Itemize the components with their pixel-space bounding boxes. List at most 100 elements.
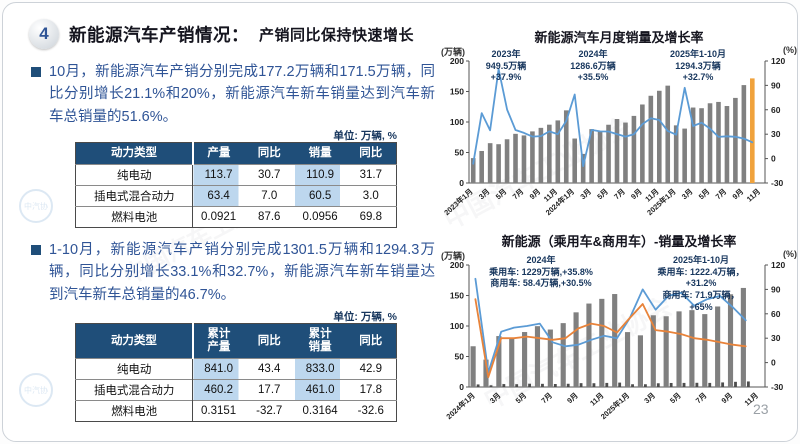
column-header: 销量 xyxy=(294,142,346,165)
svg-text:200: 200 xyxy=(450,260,464,270)
column-header: 累计 产量 xyxy=(192,323,244,359)
value-cell: 0.3151 xyxy=(192,400,244,422)
svg-text:9月: 9月 xyxy=(565,391,580,405)
chart1-title: 新能源汽车月度销量及增长率 xyxy=(534,30,704,45)
monthly-sales-growth-chart: 新能源汽车月度销量及增长率 (万辆) (%) 0 50 100 150 200 -30 0 3… xyxy=(439,27,797,229)
monthly-power-type-table: 动力类型 产量 同比 销量 同比 纯电动 113.7 30.7 110.9 31.7 插电式混合动力… xyxy=(75,142,397,229)
bullet-october-text: 10月，新能源汽车产销分别完成177.2万辆和171.5万辆，同比分别增长21.… xyxy=(49,64,435,125)
svg-text:3月: 3月 xyxy=(578,187,593,201)
svg-text:2023年1月: 2023年1月 xyxy=(442,187,474,217)
svg-text:5月: 5月 xyxy=(494,187,509,201)
value-cell: 7.0 xyxy=(243,185,295,207)
svg-text:0: 0 xyxy=(459,382,464,392)
column-header: 同比 xyxy=(345,142,397,165)
svg-text:0: 0 xyxy=(771,358,776,368)
value-cell: 31.7 xyxy=(345,164,397,186)
svg-text:50: 50 xyxy=(455,148,465,158)
value-cell: 30.7 xyxy=(243,164,295,186)
svg-text:90: 90 xyxy=(771,80,781,90)
row-label-cell: 燃料电池 xyxy=(75,400,194,422)
svg-text:5月: 5月 xyxy=(595,187,610,201)
svg-text:0: 0 xyxy=(771,154,776,164)
svg-text:30: 30 xyxy=(771,129,781,139)
value-cell: 17.8 xyxy=(345,379,397,401)
value-cell: 42.9 xyxy=(345,358,397,380)
table2-unit-label: 单位: 万辆, % xyxy=(333,311,397,323)
svg-text:9月: 9月 xyxy=(629,187,644,201)
svg-text:5月: 5月 xyxy=(514,391,529,405)
svg-text:3月: 3月 xyxy=(680,187,695,201)
table-row: 纯电动 841.0 43.4 833.0 42.9 xyxy=(75,358,397,380)
value-cell: 60.5 xyxy=(294,185,346,207)
value-cell: 87.6 xyxy=(243,206,295,228)
table-row: 插电式混合动力 460.2 17.7 461.0 17.8 xyxy=(75,379,397,401)
svg-text:60: 60 xyxy=(771,105,781,115)
page-subtitle: 产销同比保持快速增长 xyxy=(259,26,415,44)
table1-unit-label: 单位: 万辆, % xyxy=(333,130,397,142)
bullet-square-icon xyxy=(31,245,41,255)
svg-text:7月: 7月 xyxy=(612,187,627,201)
svg-text:60: 60 xyxy=(771,309,781,319)
column-header: 同比 xyxy=(243,142,295,165)
chart2-right-axis-unit: (%) xyxy=(783,249,797,259)
value-cell: 69.8 xyxy=(345,206,397,228)
value-cell: 63.4 xyxy=(192,185,244,207)
value-cell: 0.0956 xyxy=(294,206,346,228)
value-cell: 17.7 xyxy=(243,379,295,401)
svg-text:11月: 11月 xyxy=(588,391,605,408)
chart2-plot: 0 50 100 150 200 -30 0 30 60 90 120 2024年1月 3月 5月 7月 9月… xyxy=(444,260,785,421)
row-label-cell: 纯电动 xyxy=(75,358,194,380)
bullet-jan-oct-text: 1-10月，新能源汽车产销分别完成1301.5万辆和1294.3万辆，同比分别增… xyxy=(49,242,435,303)
column-header: 同比 xyxy=(345,323,397,359)
column-header: 动力类型 xyxy=(75,142,194,165)
svg-text:2025年1月: 2025年1月 xyxy=(599,391,631,421)
value-cell: 0.3164 xyxy=(294,400,346,422)
table-row: 插电式混合动力 63.4 7.0 60.5 3.0 xyxy=(75,185,397,207)
value-cell: -32.6 xyxy=(345,400,397,422)
value-cell: 3.0 xyxy=(345,185,397,207)
cumulative-power-type-table: 动力类型 累计 产量 同比 累计 销量 同比 纯电动 841.0 43.4 833.0 42.9 插… xyxy=(75,323,397,423)
svg-text:9月: 9月 xyxy=(528,187,543,201)
value-cell: 833.0 xyxy=(294,358,346,380)
chart1-right-axis-unit: (%) xyxy=(783,45,797,55)
svg-text:0: 0 xyxy=(459,178,464,188)
value-cell: 841.0 xyxy=(192,358,244,380)
svg-text:7月: 7月 xyxy=(511,187,526,201)
value-cell: 461.0 xyxy=(294,379,346,401)
svg-text:200: 200 xyxy=(450,56,464,66)
svg-text:7月: 7月 xyxy=(539,391,554,405)
svg-text:100: 100 xyxy=(450,117,464,127)
value-cell: 113.7 xyxy=(192,164,244,186)
value-cell: 460.2 xyxy=(192,379,244,401)
page-number: 23 xyxy=(753,401,769,417)
svg-text:30: 30 xyxy=(771,333,781,343)
table-row: 燃料电池 0.0921 87.6 0.0956 69.8 xyxy=(75,206,397,228)
svg-text:9月: 9月 xyxy=(731,187,746,201)
svg-text:120: 120 xyxy=(771,260,785,270)
bullet-october: 10月，新能源汽车产销分别完成177.2万辆和171.5万辆，同比分别增长21.… xyxy=(31,61,435,128)
row-label-cell: 纯电动 xyxy=(75,164,194,186)
svg-text:3月: 3月 xyxy=(642,391,657,405)
row-label-cell: 燃料电池 xyxy=(75,206,194,228)
svg-text:3月: 3月 xyxy=(477,187,492,201)
value-cell: 43.4 xyxy=(243,358,295,380)
svg-text:2024年1月: 2024年1月 xyxy=(444,391,476,421)
chart2-title: 新能源（乘用车&商用车）-销量及增长率 xyxy=(501,234,737,249)
svg-text:150: 150 xyxy=(450,291,464,301)
chart1-left-axis-unit: (万辆) xyxy=(441,47,465,57)
slide-header: 4 新能源汽车产销情况： 产销同比保持快速增长 xyxy=(29,19,414,49)
svg-text:7月: 7月 xyxy=(694,391,709,405)
svg-text:120: 120 xyxy=(771,56,785,66)
column-header: 累计 销量 xyxy=(294,323,346,359)
section-number-badge: 4 xyxy=(29,19,59,49)
row-label-cell: 插电式混合动力 xyxy=(75,379,194,401)
svg-text:11月: 11月 xyxy=(745,187,762,204)
caam-logo-label: 中汽协 xyxy=(24,385,48,395)
page-title: 新能源汽车产销情况： xyxy=(69,24,249,45)
svg-text:5月: 5月 xyxy=(697,187,712,201)
column-header: 同比 xyxy=(243,323,295,359)
svg-text:50: 50 xyxy=(455,352,465,362)
svg-text:3月: 3月 xyxy=(488,391,503,405)
row-label-cell: 插电式混合动力 xyxy=(75,185,194,207)
